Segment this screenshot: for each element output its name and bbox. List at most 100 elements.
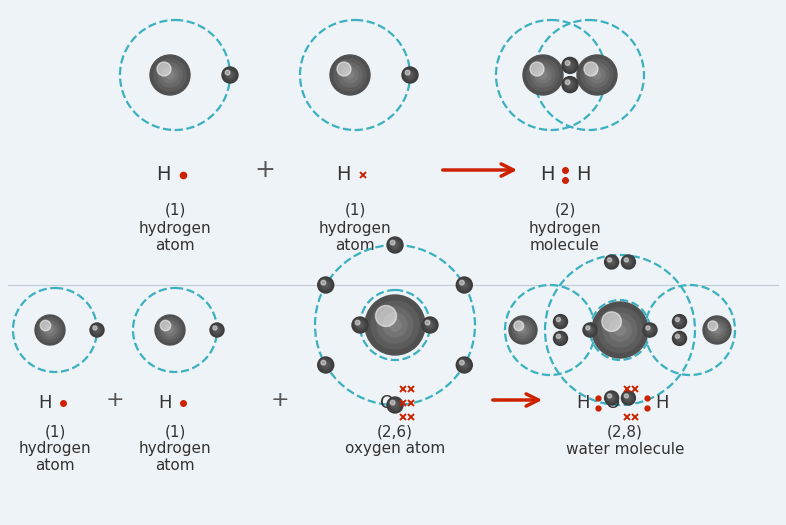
Circle shape — [226, 71, 234, 79]
Circle shape — [166, 71, 174, 79]
Circle shape — [517, 324, 529, 335]
Circle shape — [324, 283, 328, 287]
Circle shape — [623, 257, 634, 267]
Circle shape — [406, 70, 410, 75]
Circle shape — [376, 306, 396, 327]
Text: H: H — [576, 394, 590, 412]
Circle shape — [555, 317, 566, 327]
Circle shape — [623, 393, 634, 403]
Circle shape — [714, 327, 720, 333]
Text: O: O — [606, 394, 620, 412]
Circle shape — [358, 323, 362, 327]
Circle shape — [390, 240, 395, 245]
Circle shape — [586, 327, 593, 333]
Circle shape — [158, 318, 182, 342]
Circle shape — [675, 334, 680, 339]
Circle shape — [428, 323, 432, 327]
Circle shape — [674, 333, 685, 344]
Circle shape — [355, 320, 360, 325]
Circle shape — [577, 55, 617, 95]
Circle shape — [90, 323, 104, 337]
Text: oxygen atom: oxygen atom — [345, 442, 445, 457]
Circle shape — [224, 69, 236, 81]
Circle shape — [523, 55, 563, 95]
Circle shape — [592, 302, 648, 358]
Circle shape — [461, 361, 468, 369]
Circle shape — [606, 257, 617, 267]
Circle shape — [47, 327, 53, 333]
Text: (2,6): (2,6) — [377, 425, 413, 439]
Circle shape — [622, 255, 635, 269]
Circle shape — [338, 63, 362, 87]
Circle shape — [674, 317, 685, 327]
Circle shape — [531, 63, 555, 87]
Circle shape — [390, 400, 395, 405]
Text: +: + — [105, 390, 124, 410]
Circle shape — [457, 357, 472, 373]
Circle shape — [318, 357, 334, 373]
Circle shape — [222, 67, 238, 83]
Circle shape — [150, 55, 190, 95]
Circle shape — [321, 280, 325, 285]
Circle shape — [622, 391, 635, 405]
Circle shape — [346, 71, 354, 79]
Circle shape — [676, 335, 683, 342]
Circle shape — [354, 319, 366, 331]
Circle shape — [161, 321, 179, 339]
Circle shape — [356, 321, 364, 329]
Circle shape — [626, 260, 630, 264]
Circle shape — [557, 335, 564, 342]
Text: hydrogen: hydrogen — [19, 442, 91, 457]
Circle shape — [539, 71, 547, 79]
Circle shape — [624, 258, 628, 262]
Circle shape — [562, 77, 578, 92]
Circle shape — [92, 325, 102, 335]
Circle shape — [426, 321, 434, 329]
Circle shape — [559, 320, 562, 323]
Text: H: H — [540, 165, 554, 184]
Circle shape — [515, 322, 531, 339]
Circle shape — [706, 319, 728, 341]
Circle shape — [391, 241, 399, 249]
Circle shape — [678, 320, 681, 323]
Circle shape — [424, 319, 436, 331]
Circle shape — [214, 327, 221, 333]
Circle shape — [608, 258, 612, 262]
Circle shape — [422, 317, 438, 333]
Circle shape — [603, 313, 637, 347]
Circle shape — [389, 239, 401, 251]
Text: water molecule: water molecule — [566, 442, 685, 457]
Text: H: H — [158, 394, 172, 412]
Circle shape — [337, 62, 351, 76]
Circle shape — [514, 321, 523, 331]
Circle shape — [608, 258, 615, 266]
Circle shape — [383, 313, 407, 337]
Circle shape — [626, 396, 630, 400]
Text: +: + — [270, 390, 289, 410]
Circle shape — [95, 328, 99, 332]
Circle shape — [556, 318, 560, 322]
Text: (2): (2) — [554, 203, 575, 217]
Circle shape — [673, 331, 686, 345]
Circle shape — [393, 403, 397, 407]
Circle shape — [460, 360, 465, 365]
Circle shape — [535, 67, 551, 83]
Circle shape — [568, 82, 572, 87]
Circle shape — [210, 323, 224, 337]
Text: atom: atom — [155, 458, 195, 474]
Text: (2,8): (2,8) — [607, 425, 643, 439]
Text: H: H — [39, 394, 52, 412]
Circle shape — [228, 73, 232, 77]
Circle shape — [94, 327, 101, 333]
Circle shape — [462, 283, 466, 287]
Circle shape — [646, 326, 650, 330]
Circle shape — [703, 316, 731, 344]
Circle shape — [597, 308, 642, 352]
Circle shape — [93, 326, 97, 330]
Text: hydrogen: hydrogen — [529, 220, 601, 236]
Circle shape — [318, 277, 334, 293]
Text: (1): (1) — [164, 425, 185, 439]
Circle shape — [320, 279, 332, 291]
Circle shape — [324, 363, 328, 367]
Circle shape — [564, 59, 576, 71]
